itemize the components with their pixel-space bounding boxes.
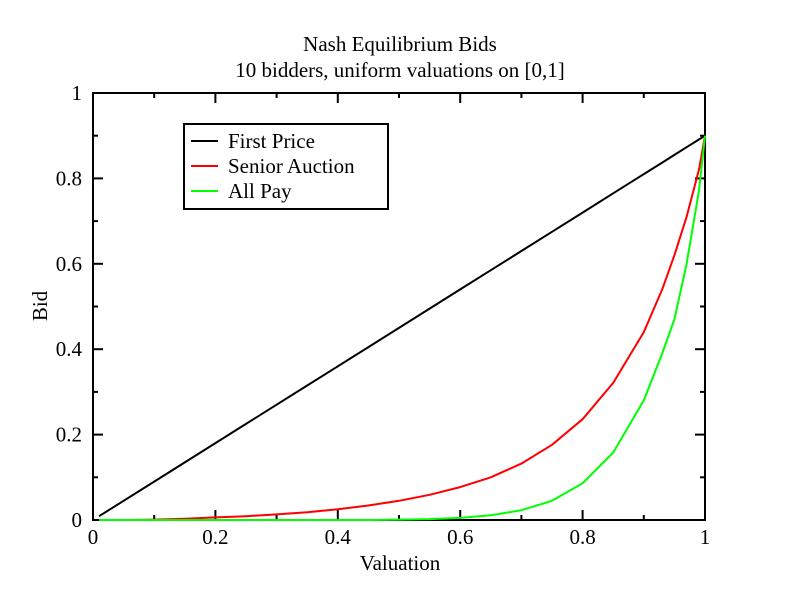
x-tick-label: 0.2 (202, 525, 228, 549)
y-tick-label: 0.2 (56, 423, 82, 447)
x-tick-label: 0.8 (569, 525, 595, 549)
x-tick-label: 0.4 (325, 525, 352, 549)
series-lines (98, 134, 706, 521)
y-axis-label: Bid (28, 290, 52, 321)
series-line-senior-auction (99, 135, 706, 521)
series-line-all-pay (99, 135, 706, 521)
x-tick-label: 1 (700, 525, 711, 549)
x-axis-label: Valuation (360, 551, 441, 575)
y-tick-label: 0.8 (56, 166, 82, 190)
y-tick-label: 0 (72, 508, 83, 532)
x-tick-label: 0 (88, 525, 99, 549)
chart-title: Nash Equilibrium Bids (303, 32, 497, 56)
legend-label: First Price (228, 129, 315, 153)
y-tick-label: 1 (72, 81, 83, 105)
series-line-first-price (98, 134, 706, 518)
y-tick-label: 0.6 (56, 252, 82, 276)
y-tick-label: 0.4 (56, 337, 83, 361)
x-tick-label: 0.6 (447, 525, 473, 549)
legend-label: Senior Auction (228, 154, 355, 178)
legend-label: All Pay (228, 179, 292, 203)
chart-subtitle: 10 bidders, uniform valuations on [0,1] (235, 58, 565, 82)
